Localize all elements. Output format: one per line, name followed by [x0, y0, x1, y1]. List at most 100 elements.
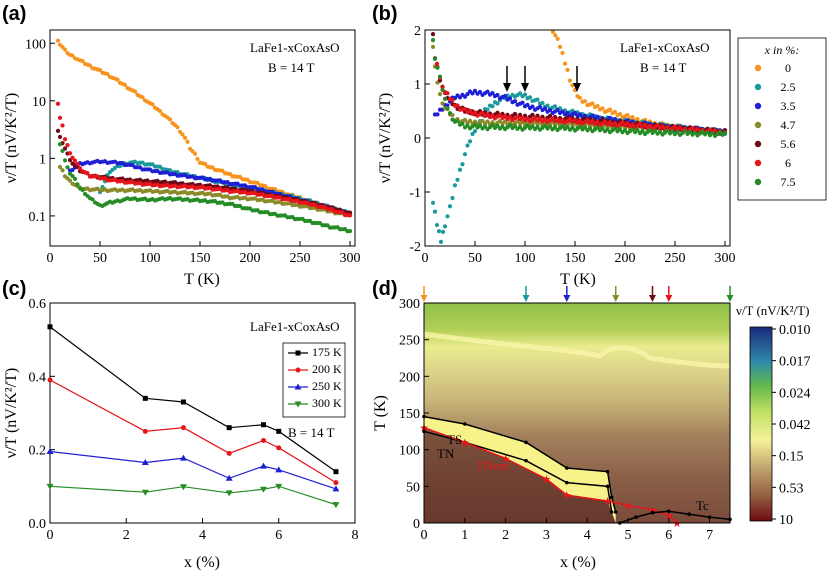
series-2.5-point	[522, 92, 528, 97]
panel-d-xlabel: x (%)	[560, 554, 596, 571]
series-175 K-point	[276, 428, 282, 434]
series-0-point	[175, 125, 180, 130]
series-7.5-point	[437, 74, 443, 79]
y-tick-label: 50	[406, 480, 420, 495]
x-tick-label: 6	[665, 528, 672, 543]
series-3.5-point	[485, 89, 490, 94]
series-7.5-point	[612, 126, 618, 131]
series-6-point	[677, 125, 683, 130]
series-6-point	[660, 124, 665, 129]
series-6-point	[72, 158, 78, 163]
series-4.7-point	[490, 120, 495, 125]
series-7.5-point	[570, 125, 575, 130]
panel-a-frame	[49, 29, 356, 247]
series-200 K-point	[180, 425, 186, 431]
legend-entry-250 K: 250 K	[312, 379, 342, 393]
series-6-point	[515, 114, 520, 119]
colorbar	[749, 326, 773, 522]
series-2.5-point	[472, 129, 478, 134]
panel-c-xlabel: x (%)	[184, 554, 220, 571]
series-7.5-point	[630, 127, 635, 132]
y-tick-label: 100	[399, 444, 420, 459]
series-175 K-point	[226, 425, 232, 431]
legend-marker-200 K	[295, 367, 301, 373]
series-7.5-point	[60, 148, 65, 153]
series-7.5-point	[72, 176, 78, 181]
series-2.5-point	[436, 229, 442, 234]
series-7.5-point	[665, 128, 670, 133]
x-tick-label: 50	[93, 251, 107, 266]
colorbar-tick-label: 10	[779, 513, 793, 528]
series-7.5-point	[80, 187, 85, 193]
series-2.5-point	[495, 101, 500, 106]
series-0-point	[177, 129, 183, 134]
legend-marker-0	[754, 64, 762, 72]
series-6-point	[607, 120, 613, 125]
series-6-point	[550, 116, 555, 121]
TN-point	[609, 510, 614, 514]
panel-d-label: (d)	[372, 278, 398, 300]
series-0-point	[195, 156, 200, 162]
series-2.5-point	[457, 167, 463, 172]
series-0-point	[140, 95, 145, 100]
y-tick-label: 1	[414, 78, 421, 93]
series-4.7-point	[462, 117, 468, 122]
series-7.5-point	[70, 173, 75, 179]
x-tick-label: 250	[665, 251, 686, 266]
x-tick-label: 150	[190, 251, 211, 266]
series-7.5-point	[442, 96, 448, 102]
x-tick-label: 50	[468, 251, 482, 266]
panel-c: 0 2 4 6 8 0.0 0.2 0.4 0.6 LaFe1-xCoxAsO B = 14 T…	[3, 297, 359, 571]
y-tick-label: 250	[399, 334, 420, 349]
series-6-point	[450, 98, 455, 103]
series-7.5-point	[670, 129, 675, 134]
y-tick-label: 0	[413, 517, 420, 532]
series-7.5-point	[587, 126, 593, 131]
panel-b-label: (b)	[372, 3, 398, 25]
series-7.5-point	[682, 129, 688, 134]
series-6-point	[347, 213, 353, 218]
TNem-point: ★	[460, 437, 470, 449]
series-0-point	[625, 113, 630, 118]
series-7.5-point	[432, 56, 438, 62]
series-6-point	[67, 151, 73, 156]
series-3.5-point	[520, 100, 525, 105]
series-7.5-point	[530, 124, 535, 129]
series-6-point	[480, 110, 485, 115]
series-0-point	[185, 139, 190, 144]
concentration-arrow-head	[726, 295, 734, 302]
series-7.5-point	[687, 129, 693, 135]
series-7.5-point	[560, 124, 565, 129]
series-6-point	[62, 137, 68, 142]
series-3.5-point	[542, 106, 548, 111]
panel-c-legend: 175 K 200 K 250 K 300 K	[282, 342, 346, 418]
x-tick-label: 6	[275, 528, 282, 543]
series-3.5-point	[530, 104, 535, 109]
series-7.5-point	[460, 121, 465, 126]
series-0-point	[167, 117, 173, 122]
series-200 K-point	[276, 445, 282, 451]
TNem-point: ★	[623, 500, 633, 512]
series-3.5-point	[470, 91, 475, 96]
legend-marker-7.5	[754, 178, 762, 186]
legend-entry-5.6: 5.6	[781, 137, 796, 151]
series-6-point	[57, 115, 63, 120]
panel-d-ticks: 0 1 2 3 4 5 6 7 0 50 100 150 200 250 300	[399, 297, 713, 543]
series-2.5-point	[465, 143, 470, 148]
series-3.5-point	[490, 90, 495, 96]
y-tick-label: 0.0	[29, 517, 47, 532]
series-6-point	[695, 126, 700, 132]
series-6-point	[655, 123, 660, 128]
panel-b-ticks: 0 50 100 150 200 250 300 -2 -1 0 1 2	[409, 24, 735, 266]
series-0-point	[577, 95, 583, 100]
panel-b-field: B = 14 T	[640, 60, 687, 75]
series-300 K-point	[225, 490, 233, 497]
x-tick-label: 150	[565, 251, 586, 266]
series-5.6-point	[530, 112, 535, 117]
series-6-point	[542, 117, 548, 122]
x-tick-label: 2	[123, 528, 130, 543]
series-3.5-point	[555, 107, 560, 113]
Tc-point	[650, 510, 655, 515]
series-6-point	[560, 117, 565, 123]
